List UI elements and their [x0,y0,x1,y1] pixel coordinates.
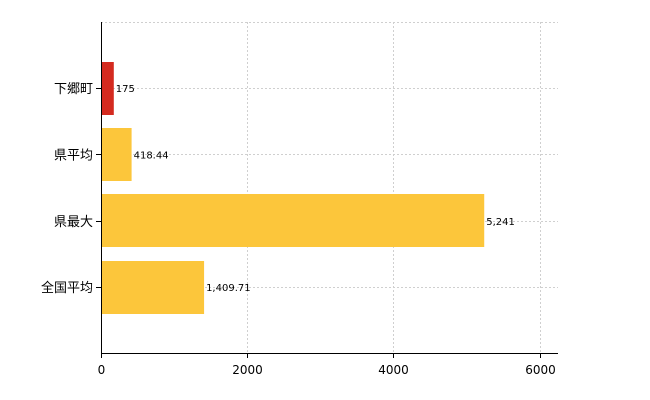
x-tick-label-2000: 2000 [232,363,263,377]
bar-3 [101,261,205,314]
data-label-0: 175 [116,84,135,95]
x-tick-label-6000: 6000 [525,363,556,377]
category-label-1: 県平均 [54,148,93,163]
bar-1 [101,128,132,181]
bars [101,62,485,314]
axes [96,22,558,358]
data-label-1: 418.44 [134,150,169,161]
category-label-0: 下郷町 [54,82,93,97]
x-tick-label-0: 0 [98,363,106,377]
category-label-3: 全国平均 [41,280,93,296]
bar-0 [101,62,114,115]
data-labels: 175 418.44 5,241 1,409.71 [116,84,515,294]
x-tick-label-4000: 4000 [378,363,409,377]
data-label-2: 5,241 [486,217,515,228]
data-label-3: 1,409.71 [206,283,251,294]
x-tick-labels: 0 2000 4000 6000 [98,363,556,377]
category-label-2: 県最大 [54,215,93,230]
bar-2 [101,194,485,247]
